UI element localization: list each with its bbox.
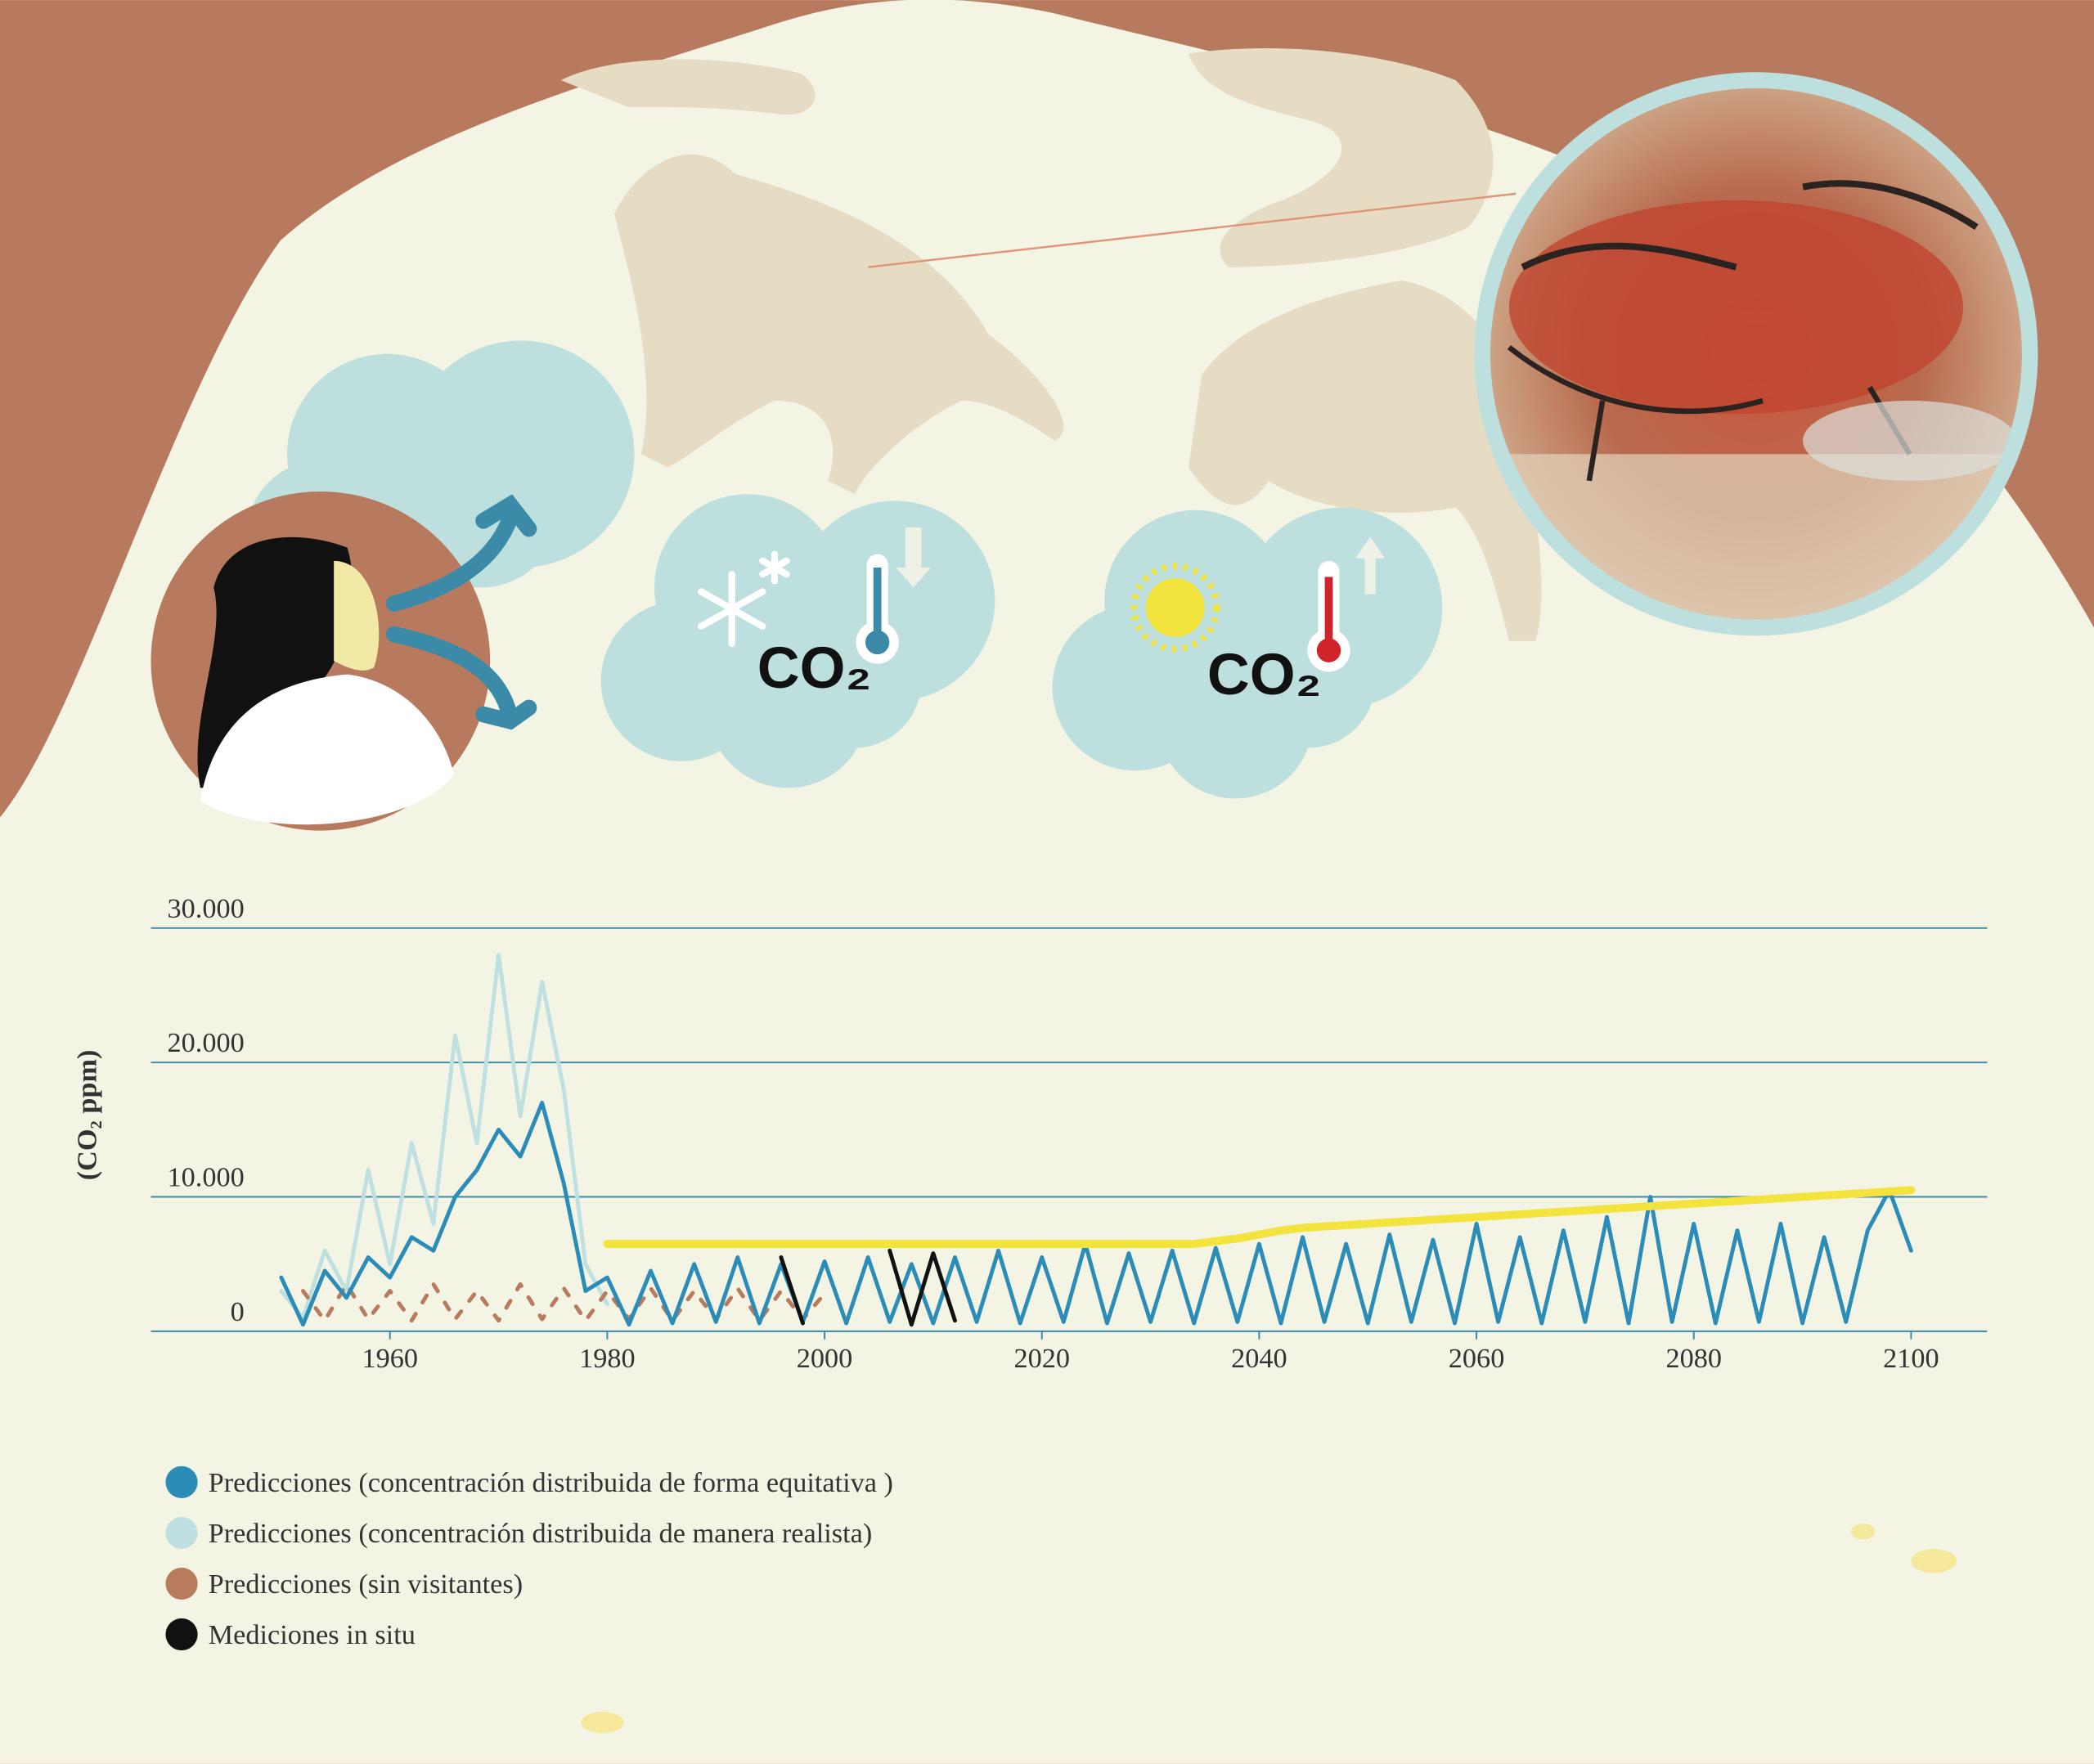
connector-line: [868, 192, 1517, 268]
x-tick-label: 2020: [1013, 1343, 1070, 1374]
decorative-blobs: [581, 1523, 1957, 1734]
y-axis-label: (CO₂ ppm): [72, 1050, 103, 1181]
x-tick-label: 2040: [1231, 1343, 1287, 1374]
legend-swatch: [165, 1567, 198, 1600]
series-line: [301, 1281, 827, 1323]
y-tick-label: 30.000: [168, 893, 245, 924]
y-tick-label: 0: [231, 1296, 245, 1327]
cold-cloud: [600, 494, 995, 788]
series-line: [603, 1186, 1916, 1248]
legend-swatch: [165, 1466, 198, 1498]
warm-cloud: [1052, 507, 1443, 799]
snowflake: [698, 550, 790, 648]
legend-label: Predicciones (concentración distribuida …: [209, 1518, 873, 1549]
y-tick-label: 20.000: [168, 1027, 245, 1058]
series-line: [779, 1248, 957, 1327]
x-tick-label: 2080: [1665, 1343, 1722, 1374]
series-line: [279, 1101, 1913, 1327]
x-tick-label: 1980: [579, 1343, 636, 1374]
x-tick-label: 2060: [1449, 1343, 1505, 1374]
legend-label: Predicciones (sin visitantes): [209, 1569, 523, 1600]
breath-arrows: [385, 494, 537, 730]
x-tick-label: 2100: [1883, 1343, 1939, 1374]
thermometer-cold: [856, 527, 931, 664]
chart: 0 10.000 20.000 30.000 1960 1980 2000 2020 2040 2…: [151, 893, 1988, 1651]
legend-swatch: [165, 1618, 198, 1651]
x-tick-label: 1960: [362, 1343, 418, 1374]
x-tick-label: 2000: [797, 1343, 853, 1374]
legend-swatch: [165, 1516, 198, 1550]
cave-silhouettes: [560, 48, 1542, 641]
y-tick-label: 10.000: [168, 1161, 245, 1192]
series-line: [279, 953, 609, 1320]
co2-label: CO₂: [757, 635, 872, 701]
thermometer-warm: [1307, 536, 1386, 672]
legend-label: Mediciones in situ: [209, 1619, 416, 1650]
legend-label: Predicciones (concentración distribuida …: [209, 1467, 893, 1498]
sun: [1130, 563, 1220, 653]
visitor-portrait: [151, 491, 491, 831]
co2-label: CO₂: [1207, 642, 1322, 707]
